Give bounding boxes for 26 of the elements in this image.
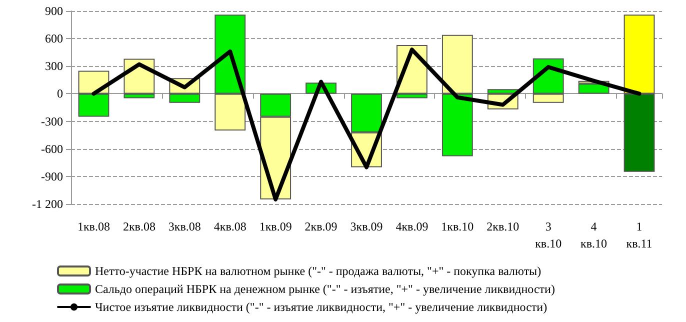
x-tick-label: 2кв.09	[304, 220, 338, 234]
x-tick-label: 1кв.10	[441, 220, 474, 234]
x-tick-label: 4 кв.10	[580, 220, 608, 250]
x-tick-label: 4кв.09	[396, 220, 428, 234]
y-tick-label: 900	[45, 4, 63, 18]
legend-label: Нетто-участие НБРК на валютном рынке ("-" - продажа валюты, "+" - покупка валюты)	[95, 264, 542, 278]
y-tick-label: 300	[45, 59, 63, 74]
y-tick-label: -1 200	[32, 197, 63, 211]
x-tick-label: 1кв.09	[259, 220, 292, 234]
line-series	[92, 48, 642, 202]
y-tick-label: -900	[41, 169, 63, 184]
x-tick-label: 2кв.08	[122, 220, 156, 234]
x-tick-label: 3кв.09	[350, 220, 383, 234]
legend-label: Сальдо операций НБРК на денежном рынке ("-" - изъятие, "+" - увеличение ликвидности)	[95, 282, 555, 296]
legend-label: Чистое изъятие ликвидности ("-" - изъятие ликвидности, "+" - увеличение ликвидности)	[95, 300, 548, 314]
x-tick-label: 2кв.10	[486, 220, 520, 234]
y-tick-label: 0	[57, 86, 63, 101]
bar	[578, 84, 610, 94]
x-tick-label: 3кв.08	[168, 220, 201, 234]
x-tick-label: 1кв.08	[77, 220, 110, 234]
y-tick-label: -600	[41, 142, 63, 156]
y-tick-label: -300	[41, 114, 63, 128]
x-tick-label: 3 кв.10	[535, 220, 562, 250]
x-tick-label: 1 кв.11	[626, 220, 652, 250]
y-tick-label: 600	[45, 32, 63, 46]
x-tick-label: 4кв.08	[214, 220, 246, 234]
